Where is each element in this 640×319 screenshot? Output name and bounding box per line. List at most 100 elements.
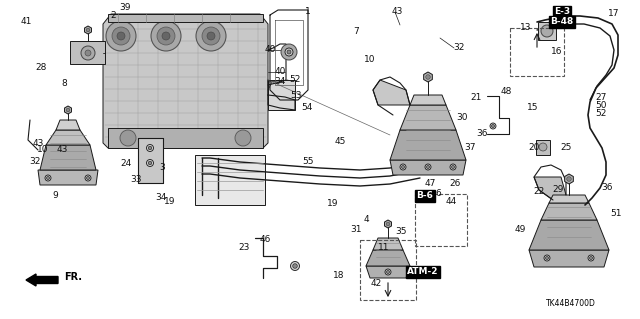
Text: 50: 50 bbox=[595, 101, 607, 110]
Circle shape bbox=[426, 75, 430, 79]
Text: 2: 2 bbox=[110, 11, 116, 20]
Circle shape bbox=[120, 130, 136, 146]
Text: 28: 28 bbox=[35, 63, 47, 72]
Text: 30: 30 bbox=[456, 113, 468, 122]
Text: 17: 17 bbox=[608, 10, 620, 19]
Polygon shape bbox=[373, 238, 403, 250]
Text: 21: 21 bbox=[470, 93, 482, 102]
Text: ATM-2: ATM-2 bbox=[407, 268, 439, 277]
Polygon shape bbox=[108, 14, 263, 22]
Circle shape bbox=[387, 271, 390, 273]
Circle shape bbox=[567, 177, 572, 181]
Circle shape bbox=[291, 262, 300, 271]
Polygon shape bbox=[108, 128, 263, 148]
Polygon shape bbox=[564, 174, 573, 184]
Circle shape bbox=[285, 48, 293, 56]
Circle shape bbox=[45, 175, 51, 181]
Text: 36: 36 bbox=[476, 130, 488, 138]
Bar bbox=[360, 240, 416, 300]
Circle shape bbox=[147, 160, 154, 167]
Circle shape bbox=[147, 145, 154, 152]
Polygon shape bbox=[40, 145, 96, 170]
Polygon shape bbox=[373, 80, 410, 105]
Polygon shape bbox=[538, 22, 556, 40]
Circle shape bbox=[157, 27, 175, 45]
Polygon shape bbox=[195, 155, 265, 205]
Text: 29: 29 bbox=[552, 186, 564, 195]
Polygon shape bbox=[46, 130, 90, 145]
Polygon shape bbox=[529, 250, 609, 267]
Text: 34: 34 bbox=[275, 78, 285, 86]
Polygon shape bbox=[529, 220, 609, 250]
Text: 7: 7 bbox=[353, 27, 359, 36]
Text: 35: 35 bbox=[396, 227, 407, 236]
Circle shape bbox=[400, 164, 406, 170]
Text: 20: 20 bbox=[528, 144, 540, 152]
Text: 8: 8 bbox=[61, 79, 67, 88]
Polygon shape bbox=[38, 170, 98, 185]
Circle shape bbox=[539, 143, 547, 151]
Circle shape bbox=[112, 27, 130, 45]
Circle shape bbox=[202, 27, 220, 45]
Text: 48: 48 bbox=[500, 87, 512, 97]
Text: 1: 1 bbox=[305, 8, 311, 17]
Text: 33: 33 bbox=[131, 174, 141, 183]
Text: 15: 15 bbox=[527, 103, 539, 113]
Circle shape bbox=[385, 269, 391, 275]
Text: 19: 19 bbox=[327, 199, 339, 209]
Circle shape bbox=[162, 32, 170, 40]
Text: 32: 32 bbox=[453, 43, 465, 53]
Text: 49: 49 bbox=[515, 226, 525, 234]
Text: 43: 43 bbox=[56, 145, 68, 154]
Text: 31: 31 bbox=[350, 226, 362, 234]
Circle shape bbox=[66, 108, 70, 112]
Text: 43: 43 bbox=[32, 139, 44, 149]
Circle shape bbox=[148, 161, 152, 165]
Circle shape bbox=[47, 176, 49, 180]
Bar bbox=[415, 194, 467, 246]
Text: 24: 24 bbox=[120, 160, 132, 168]
Text: 54: 54 bbox=[301, 103, 313, 113]
Circle shape bbox=[451, 166, 454, 168]
Polygon shape bbox=[400, 105, 456, 130]
Bar bbox=[510, 28, 564, 76]
Text: TK44B4700D: TK44B4700D bbox=[546, 299, 596, 308]
Text: 37: 37 bbox=[464, 144, 476, 152]
Circle shape bbox=[148, 146, 152, 150]
Text: 53: 53 bbox=[291, 91, 301, 100]
Text: 10: 10 bbox=[37, 145, 49, 154]
Text: 40: 40 bbox=[264, 46, 276, 55]
Circle shape bbox=[106, 21, 136, 51]
Circle shape bbox=[287, 50, 291, 54]
Polygon shape bbox=[65, 106, 72, 114]
Circle shape bbox=[196, 21, 226, 51]
Circle shape bbox=[292, 264, 297, 268]
Polygon shape bbox=[536, 140, 550, 155]
Circle shape bbox=[86, 176, 90, 180]
Polygon shape bbox=[70, 41, 105, 64]
Circle shape bbox=[490, 123, 496, 129]
Text: 27: 27 bbox=[595, 93, 607, 102]
Text: 36: 36 bbox=[601, 183, 612, 192]
Text: 42: 42 bbox=[371, 279, 381, 288]
Text: 26: 26 bbox=[449, 179, 461, 188]
Text: E-3: E-3 bbox=[554, 8, 570, 17]
Text: 51: 51 bbox=[611, 210, 621, 219]
Text: 18: 18 bbox=[333, 271, 345, 279]
Text: 25: 25 bbox=[560, 144, 572, 152]
Text: 23: 23 bbox=[238, 243, 250, 253]
Circle shape bbox=[544, 255, 550, 261]
Polygon shape bbox=[138, 138, 163, 183]
Text: 4: 4 bbox=[363, 216, 369, 225]
Circle shape bbox=[426, 166, 429, 168]
Circle shape bbox=[281, 44, 297, 60]
Text: 46: 46 bbox=[259, 235, 271, 244]
Text: 32: 32 bbox=[29, 158, 41, 167]
Polygon shape bbox=[424, 72, 433, 82]
Polygon shape bbox=[268, 80, 295, 110]
Circle shape bbox=[151, 21, 181, 51]
Text: 39: 39 bbox=[119, 4, 131, 12]
Circle shape bbox=[85, 175, 91, 181]
Text: 16: 16 bbox=[551, 48, 563, 56]
Text: 45: 45 bbox=[334, 137, 346, 146]
